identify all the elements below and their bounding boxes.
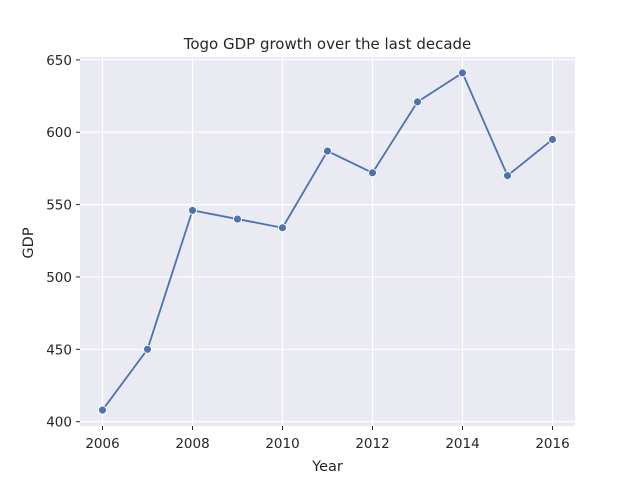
data-points (98, 68, 557, 415)
x-tick-label: 2016 (535, 436, 569, 452)
x-tick-label: 2012 (355, 436, 389, 452)
data-point (503, 171, 512, 181)
data-point (413, 97, 422, 107)
y-tick-label: 450 (46, 342, 72, 358)
data-point (368, 168, 377, 178)
y-tick-label: 600 (46, 125, 72, 141)
data-point (98, 405, 107, 415)
x-tick-label: 2006 (85, 436, 119, 452)
plot-area (80, 57, 575, 426)
data-point (278, 223, 287, 233)
data-point (458, 68, 467, 78)
x-tick-label: 2010 (265, 436, 299, 452)
y-axis-label: GDP (21, 227, 37, 258)
x-tick-label: 2008 (175, 436, 209, 452)
y-tick-label: 500 (46, 270, 72, 286)
y-tick-label: 400 (46, 415, 72, 431)
x-gridlines (101, 57, 554, 426)
data-point (323, 146, 332, 156)
y-axis-ticks: 400 450 500 550 600 650 (46, 53, 80, 431)
x-axis-ticks: 2006 2008 2010 2012 2014 2016 (85, 426, 570, 452)
data-point (233, 214, 242, 224)
x-tick-label: 2014 (445, 436, 479, 452)
data-point (143, 344, 152, 354)
data-point (188, 205, 197, 215)
data-point (548, 135, 557, 144)
chart-title: Togo GDP growth over the last decade (183, 35, 472, 53)
y-tick-label: 650 (46, 53, 72, 69)
x-axis-label: Year (311, 459, 343, 475)
y-gridlines (80, 59, 575, 423)
y-tick-label: 550 (46, 198, 72, 214)
